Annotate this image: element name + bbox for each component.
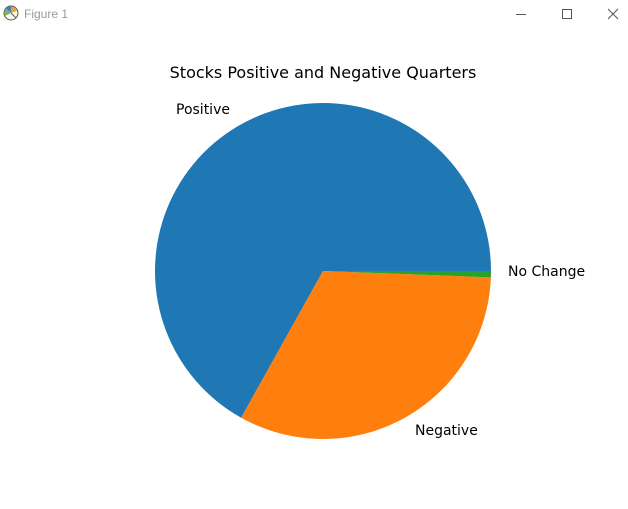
slice-no-change	[323, 271, 491, 278]
minimize-button[interactable]	[498, 0, 544, 28]
title-bar[interactable]: Figure 1	[0, 0, 628, 28]
maximize-button[interactable]	[544, 0, 590, 28]
chart-title: Stocks Positive and Negative Quarters	[169, 63, 477, 82]
slice-negative	[241, 271, 491, 440]
slice-label-no-change: No Change	[508, 264, 586, 280]
slice-label-negative: Negative	[415, 423, 478, 439]
window-title: Figure 1	[24, 7, 69, 21]
slice-label-positive: Positive	[176, 102, 230, 118]
slice-positive	[155, 103, 492, 418]
close-icon	[607, 5, 619, 24]
close-button[interactable]	[590, 0, 628, 28]
minimize-icon	[515, 5, 527, 24]
maximize-icon	[561, 5, 573, 24]
matplotlib-icon	[3, 5, 19, 21]
